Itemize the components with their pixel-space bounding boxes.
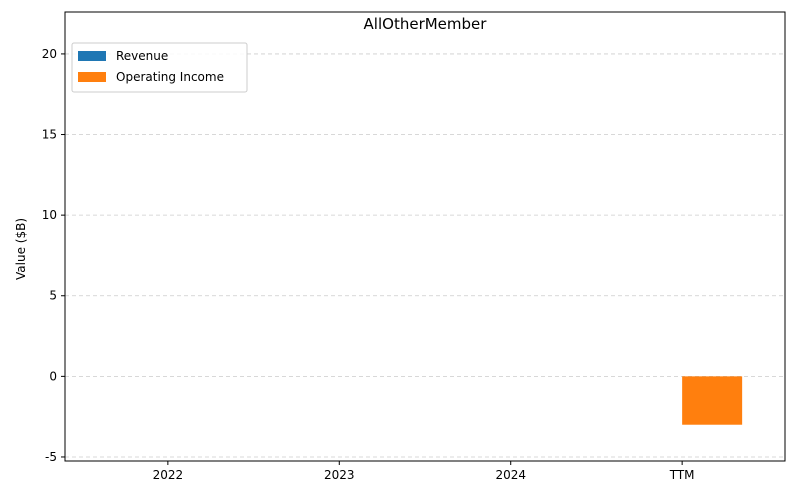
y-axis-label: Value ($B) [14, 218, 28, 280]
bars [682, 376, 743, 425]
legend-box [71, 42, 248, 93]
axis-ticks: -5 0 5 10 15 20 2022 2023 2024 TTM [42, 47, 695, 482]
legend-swatch-revenue [78, 51, 106, 61]
x-tick-label: TTM [669, 468, 695, 482]
grid-lines [65, 53, 785, 458]
legend-label-revenue: Revenue [116, 49, 168, 63]
legend-swatch-operating-income [78, 72, 106, 82]
y-tick-label: 0 [49, 369, 57, 383]
x-tick-label: 2024 [495, 468, 526, 482]
bar-operating-income [682, 376, 743, 425]
legend: Revenue Operating Income [71, 42, 248, 93]
y-tick-label: 10 [42, 208, 57, 222]
y-tick-label: 15 [42, 128, 57, 142]
y-tick-label: -5 [45, 450, 57, 464]
x-tick-label: 2022 [153, 468, 184, 482]
plot-frame [64, 11, 786, 462]
x-tick-label: 2023 [324, 468, 355, 482]
y-tick-label: 20 [42, 47, 57, 61]
chart-title: AllOtherMember [364, 15, 488, 33]
legend-label-operating-income: Operating Income [116, 70, 224, 84]
y-tick-label: 5 [49, 289, 57, 303]
